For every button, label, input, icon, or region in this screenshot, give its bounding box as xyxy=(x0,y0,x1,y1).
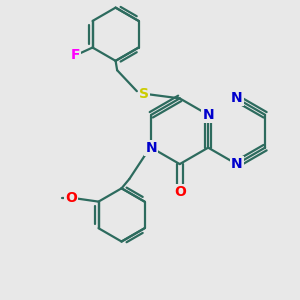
Text: O: O xyxy=(174,185,186,199)
Text: F: F xyxy=(70,48,80,62)
Text: N: N xyxy=(231,92,242,105)
Text: N: N xyxy=(231,157,242,171)
Text: S: S xyxy=(139,87,149,101)
Text: N: N xyxy=(202,108,214,122)
Text: O: O xyxy=(65,191,77,206)
Text: N: N xyxy=(146,141,157,155)
